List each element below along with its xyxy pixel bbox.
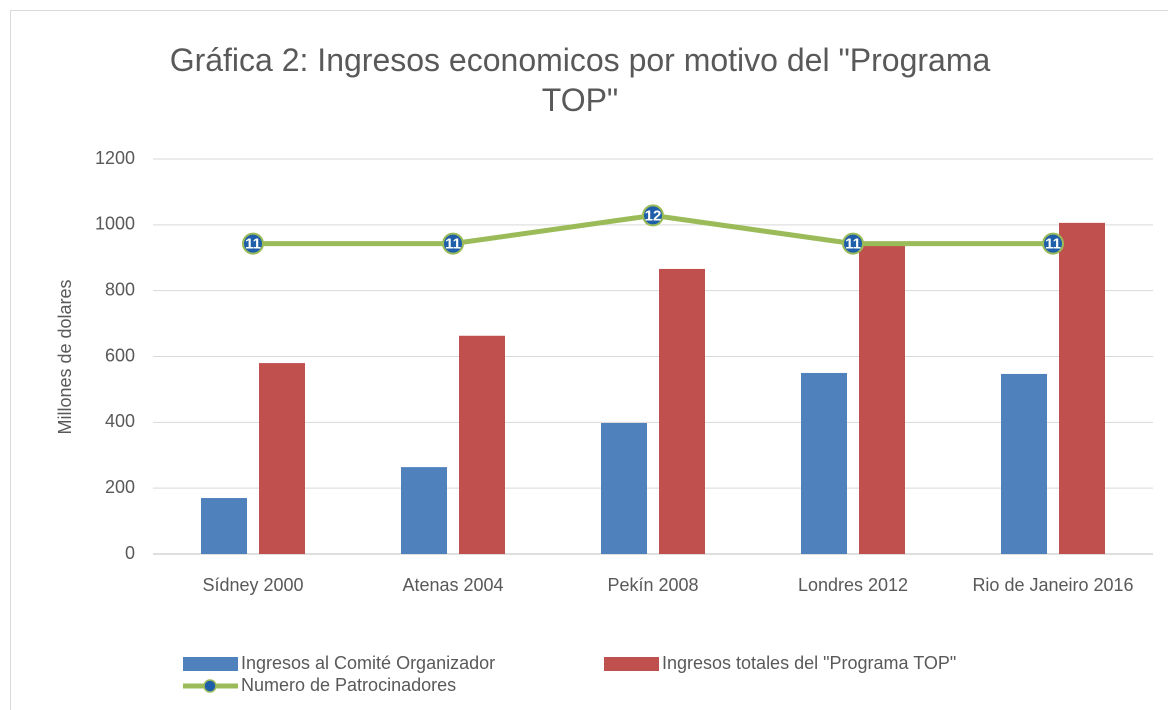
data-label-bubble	[842, 232, 864, 255]
x-tick-label: Sídney 2000	[202, 575, 303, 595]
y-tick-label: 200	[105, 477, 135, 497]
data-label: 12	[645, 207, 662, 224]
bar	[1059, 222, 1105, 554]
chart-border	[10, 10, 1168, 710]
y-tick-label: 1200	[95, 148, 135, 168]
x-tick-label: Londres 2012	[798, 575, 908, 595]
bar	[401, 467, 447, 554]
data-label-bubble	[242, 232, 264, 255]
y-tick-label: 800	[105, 279, 135, 299]
x-tick-label: Atenas 2004	[402, 575, 503, 595]
legend-swatch	[183, 657, 238, 671]
bar	[859, 244, 905, 554]
data-label: 11	[445, 236, 461, 253]
legend-swatch	[604, 657, 659, 671]
y-tick-label: 600	[105, 345, 135, 365]
data-label: 11	[1045, 236, 1061, 253]
data-label-bubble	[642, 204, 664, 227]
bar	[201, 498, 247, 554]
data-label-bubble	[1042, 232, 1064, 255]
y-tick-label: 0	[125, 543, 135, 563]
x-tick-label: Rio de Janeiro 2016	[972, 575, 1133, 595]
bar	[801, 372, 847, 554]
legend-label: Ingresos totales del "Programa TOP"	[662, 653, 956, 673]
bar	[459, 335, 505, 554]
y-axis-label: Millones de dolares	[55, 279, 75, 434]
y-tick-label: 1000	[95, 214, 135, 234]
bar	[1001, 373, 1047, 554]
chart-title: Gráfica 2: Ingresos economicos por motiv…	[169, 42, 991, 118]
bar	[259, 363, 305, 554]
legend-label: Ingresos al Comité Organizador	[241, 653, 495, 673]
bar	[659, 268, 705, 554]
data-label-bubble	[442, 232, 464, 255]
data-label: 11	[245, 236, 261, 253]
legend-label: Numero de Patrocinadores	[241, 675, 456, 695]
bar	[601, 422, 647, 554]
y-tick-label: 400	[105, 411, 135, 431]
data-label: 11	[845, 236, 861, 253]
x-tick-label: Pekín 2008	[607, 575, 698, 595]
legend-swatch-marker	[203, 679, 217, 693]
